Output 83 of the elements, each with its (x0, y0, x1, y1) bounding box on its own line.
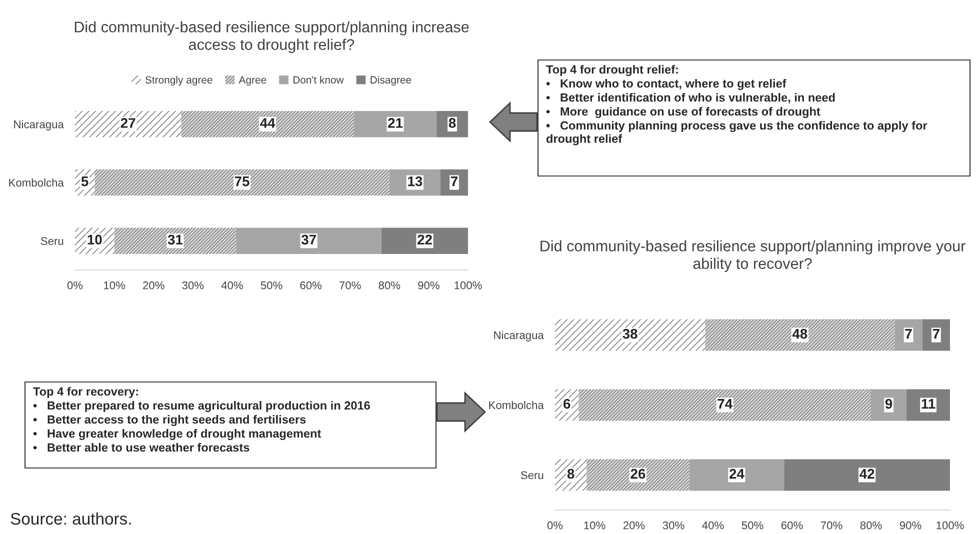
data-label: 75 (234, 176, 250, 186)
data-label: 7 (905, 329, 912, 339)
x-tick-label: 80% (378, 281, 400, 290)
x-tick-label: 10% (584, 521, 606, 530)
bar (689, 459, 784, 491)
x-tick-label: 100% (454, 281, 482, 290)
x-tick-label: 50% (260, 281, 282, 290)
x-tick-label: 30% (662, 521, 684, 530)
data-label: 38 (622, 328, 638, 339)
x-tick-label: 10% (104, 281, 126, 290)
x-tick-label: 20% (143, 281, 164, 290)
data-label: 21 (388, 118, 403, 128)
y-tick-label: Nicaragua (14, 120, 64, 130)
data-label: 74 (718, 399, 732, 409)
x-tick-label: 70% (340, 281, 361, 290)
source-note: Source: authors. (10, 512, 131, 525)
x-tick-label: 40% (702, 521, 724, 530)
x-tick-label: 100% (936, 521, 964, 530)
legend-label: Strongly agree (145, 76, 212, 86)
bar (94, 169, 390, 196)
text: • Have greater knowledge of drought management (33, 429, 322, 440)
data-label: 10 (88, 234, 102, 245)
y-tick-label: Seru (520, 471, 544, 480)
text: Top 4 for recovery: (33, 387, 138, 398)
bar (236, 228, 382, 254)
data-label: 8 (567, 468, 574, 479)
data-label: 44 (260, 118, 276, 128)
bar (578, 389, 871, 421)
x-tick-label: 0% (547, 521, 563, 530)
x-tick-label: 90% (418, 281, 440, 290)
data-label: 37 (301, 234, 316, 245)
x-tick-label: 20% (623, 521, 645, 530)
y-tick-label: Seru (40, 237, 64, 245)
text: Top 4 for drought relief: (546, 65, 678, 76)
text: • Better identification of who is vulnerable, in need (546, 93, 835, 104)
data-label: 7 (450, 176, 458, 186)
x-tick-label: 90% (900, 521, 922, 530)
y-tick-label: Kombolcha (489, 400, 544, 410)
bar (705, 319, 895, 351)
data-label: 8 (448, 118, 456, 128)
data-label: 26 (630, 468, 646, 479)
bar (382, 228, 468, 254)
data-label: 5 (81, 176, 88, 186)
x-tick-label: 60% (781, 521, 803, 530)
bar (114, 228, 236, 254)
data-label: 48 (792, 328, 808, 339)
bar (586, 459, 690, 491)
bar (75, 111, 182, 138)
data-label: 42 (860, 468, 874, 479)
text: • Know who to contact, where to get relief (546, 79, 786, 90)
x-tick-label: 30% (182, 281, 204, 290)
text: • More guidance on use of forecasts of drought (546, 107, 820, 118)
text: • Better access to the right seeds and fertilisers (33, 415, 306, 426)
x-tick-label: 50% (742, 521, 764, 530)
data-label: 7 (932, 329, 940, 339)
data-label: 13 (408, 176, 422, 186)
data-label: 22 (418, 234, 432, 244)
legend-label: Agree (238, 76, 266, 86)
bar (354, 111, 437, 138)
legend-label: Don't know (293, 76, 344, 84)
text: • Better prepared to resume agricultural production in 2016 (33, 401, 370, 412)
legend-label: Disagree (370, 76, 412, 86)
x-tick-label: 40% (221, 281, 243, 290)
x-tick-label: 70% (820, 521, 842, 530)
bar (871, 389, 907, 421)
x-tick-label: 0% (67, 281, 83, 290)
data-label: 11 (922, 399, 936, 409)
chart-title: Did community-based resilience support/planning improve your ability to recover? (540, 240, 966, 272)
y-tick-label: Nicaragua (494, 330, 544, 342)
bar (181, 111, 354, 138)
bar (555, 319, 706, 351)
data-label: 9 (885, 398, 892, 409)
data-label: 27 (120, 118, 136, 128)
y-tick-label: Kombolcha (9, 178, 64, 187)
x-tick-label: 60% (300, 281, 322, 290)
data-label: 31 (168, 234, 183, 245)
data-label: 24 (729, 468, 744, 479)
text: • Better able to use weather forecasts (33, 443, 250, 452)
bar (784, 459, 950, 491)
text: • Community planning process gave us the confidence to apply for drought relief (546, 121, 928, 146)
chart-title: Did community-based resilience support/planning increase access to drought relief? (74, 21, 469, 53)
data-label: 6 (563, 398, 570, 409)
x-tick-label: 80% (860, 521, 882, 530)
